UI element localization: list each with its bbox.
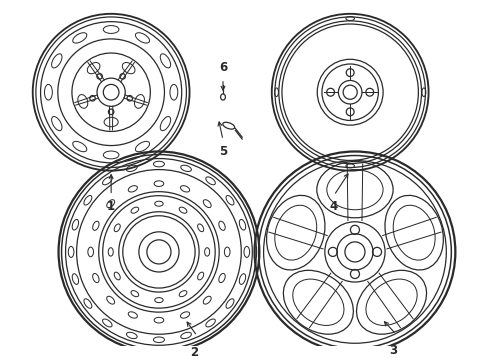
Text: 6: 6 [219, 61, 227, 74]
Text: 1: 1 [107, 200, 115, 213]
Text: 5: 5 [219, 145, 227, 158]
Text: 2: 2 [190, 346, 198, 359]
Text: 3: 3 [389, 344, 397, 357]
Text: 4: 4 [330, 200, 338, 213]
